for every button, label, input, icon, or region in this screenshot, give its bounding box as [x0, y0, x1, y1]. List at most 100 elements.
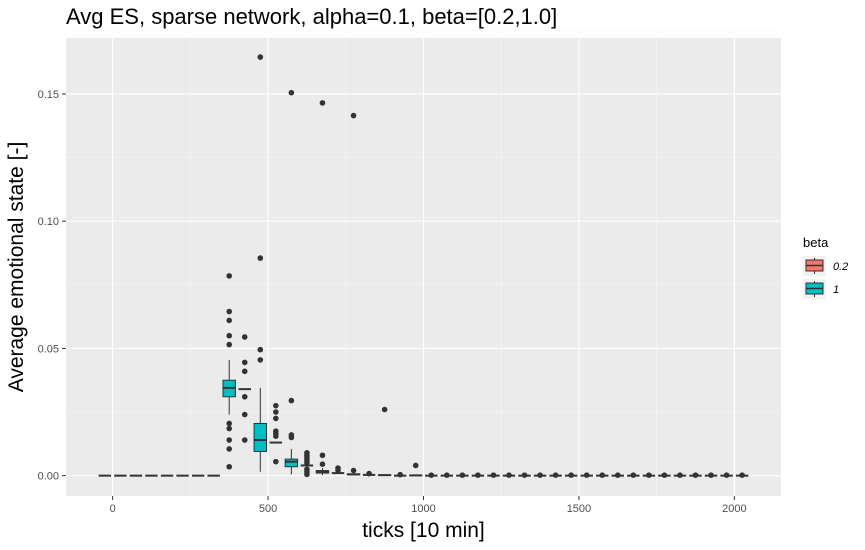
outlier-point: [350, 467, 357, 474]
outlier-point: [692, 472, 699, 478]
outlier-point: [241, 437, 248, 443]
y-axis: 0.00 0.05 0.10 0.15: [38, 89, 66, 483]
outlier-point: [677, 472, 683, 478]
outlier-point: [273, 402, 279, 409]
boxplot: [393, 471, 407, 478]
series-0.2: [98, 334, 749, 478]
boxplot: [549, 472, 562, 478]
outlier-point: [241, 359, 248, 366]
plot-marks: [98, 54, 749, 478]
boxplot: [533, 472, 547, 478]
x-tick-label: 500: [259, 503, 277, 515]
outlier-point: [304, 471, 310, 478]
outlier-point: [273, 409, 279, 415]
boxplot: [284, 89, 299, 475]
boxplot: [596, 472, 609, 478]
boxplot: [658, 472, 671, 478]
boxplot: [440, 472, 454, 478]
outlier-point: [304, 460, 310, 466]
outlier-point: [273, 415, 279, 422]
outlier-point: [257, 346, 264, 353]
outlier-point: [241, 368, 248, 375]
outlier-point: [646, 472, 652, 478]
outlier-point: [614, 472, 621, 478]
outlier-point: [226, 463, 233, 470]
outlier-point: [226, 446, 233, 452]
y-tick-label: 0.10: [38, 216, 59, 228]
outlier-point: [241, 334, 248, 340]
boxplot: [377, 406, 392, 477]
legend-label: 1: [833, 284, 839, 296]
outlier-point: [226, 437, 233, 443]
x-tick-label: 0: [110, 503, 116, 515]
chart-title: Avg ES, sparse network, alpha=0.1, beta=…: [66, 4, 557, 29]
outlier-point: [288, 434, 295, 441]
x-axis-title: ticks [10 min]: [362, 519, 485, 542]
box: [253, 422, 268, 452]
boxplot: [471, 472, 485, 478]
boxplot: [735, 472, 749, 478]
outlier-point: [257, 54, 264, 60]
outlier-point: [475, 472, 481, 478]
outlier-point: [335, 467, 341, 474]
boxplot: [518, 472, 531, 478]
boxplot: [222, 273, 236, 470]
boxplot: [425, 472, 438, 478]
outlier-point: [661, 472, 668, 478]
outlier-point: [226, 425, 233, 432]
boxplot: [331, 465, 345, 475]
boxplot: [456, 472, 469, 478]
outlier-point: [537, 472, 543, 478]
outlier-point: [226, 273, 233, 279]
boxplot: [409, 462, 423, 477]
outlier-point: [739, 472, 745, 478]
boxplot: [611, 472, 625, 478]
outlier-point: [444, 472, 450, 478]
outlier-point: [552, 472, 559, 478]
outlier-point: [490, 472, 497, 478]
boxplot: [580, 472, 593, 478]
boxplot: [300, 449, 314, 478]
series-1: [222, 54, 733, 478]
outlier-point: [241, 393, 248, 400]
boxplot: [720, 472, 733, 478]
outlier-point: [459, 472, 466, 478]
y-tick-label: 0.15: [38, 89, 59, 101]
boxplot: [238, 334, 251, 443]
grid-lines: [66, 30, 781, 496]
outlier-point: [226, 341, 233, 348]
outlier-point: [241, 411, 248, 418]
legend-item: 0.2: [803, 256, 848, 276]
outlier-point: [288, 397, 295, 404]
outlier-point: [568, 472, 574, 478]
box: [284, 458, 299, 468]
y-tick-label: 0.00: [38, 471, 59, 483]
outlier-point: [708, 472, 714, 478]
outlier-point: [366, 470, 372, 477]
legend-title: beta: [803, 235, 829, 250]
boxplot: [487, 472, 500, 478]
x-tick-label: 1500: [567, 503, 591, 515]
outlier-point: [319, 461, 326, 467]
legend-label: 0.2: [833, 261, 848, 273]
boxplot: [362, 470, 376, 477]
outlier-point: [288, 89, 295, 96]
outlier-point: [412, 462, 419, 469]
boxplot: [689, 472, 702, 478]
outlier-point: [273, 433, 279, 440]
outlier-point: [257, 357, 264, 363]
boxplot: [704, 472, 718, 478]
outlier-point: [273, 458, 279, 465]
boxplot: [673, 472, 687, 478]
boxplot: [346, 112, 361, 476]
x-tick-label: 1000: [411, 503, 435, 515]
outlier-point: [723, 472, 730, 478]
boxplot: [253, 54, 268, 472]
outlier-point: [428, 472, 435, 478]
outlier-point: [226, 317, 233, 324]
y-axis-title: Average emotional state [-]: [5, 142, 28, 393]
outlier-point: [506, 472, 512, 478]
outlier-point: [381, 406, 388, 413]
boxplot: [642, 472, 656, 478]
